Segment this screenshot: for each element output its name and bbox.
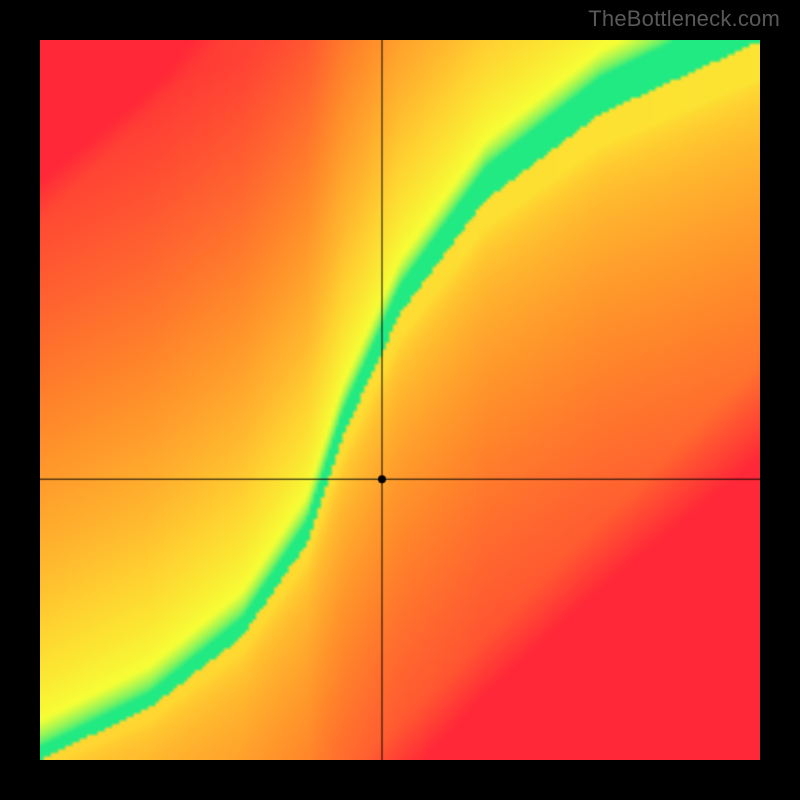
source-watermark: TheBottleneck.com — [588, 6, 780, 32]
heatmap-canvas — [40, 40, 760, 760]
bottleneck-heatmap-chart — [40, 40, 760, 760]
